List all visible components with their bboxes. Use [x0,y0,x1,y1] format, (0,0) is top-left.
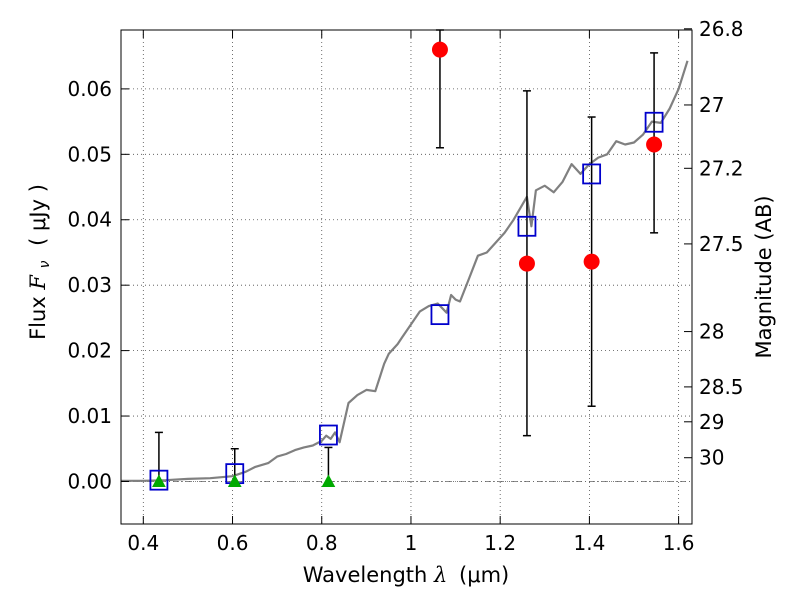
tick-layer [121,28,692,524]
marker-layer [149,41,664,491]
x-axis-label-units: (μm) [459,563,509,587]
mag-tick-label-2: 27.2 [699,156,744,180]
x-tick-label-3: 1 [405,531,418,555]
grid-layer [121,30,692,524]
mag-tick-label-7: 30 [699,446,724,470]
mag-tick-label-6: 29 [699,410,724,434]
x-tick-label-0: 0.4 [127,531,159,555]
y2-axis-label: Magnitude (AB) [752,195,776,358]
y-tick-label-4: 0.04 [67,208,112,232]
upper-limit-point-0 [152,474,166,487]
y-tick-label-3: 0.03 [67,273,112,297]
model-band-point-4 [517,215,537,237]
mag-tick-label-4: 28 [699,320,724,344]
y-tick-label-1: 0.01 [67,404,112,428]
y-axis-label-symbol: F [26,274,50,291]
observed-point-2 [583,253,600,270]
y-axis-label-prefix: Flux [26,290,50,340]
tick-label-layer: 0.4 0.6 0.8 1 1.2 1.4 1.6 0.00 0.01 0.02 0.03 0.04 0… [67,17,743,555]
x-tick-label-4: 1.2 [484,531,516,555]
x-tick-label-1: 0.6 [217,531,249,555]
y-axis-label-units: ( μJy ) [26,184,50,246]
y-axis-label-subscript: ν [37,260,53,268]
observed-point-3 [646,136,663,153]
error-bar-layer [154,29,659,482]
x-tick-label-6: 1.6 [663,531,695,555]
model-band-point-0 [149,469,169,491]
mag-tick-label-0: 26.8 [699,17,744,41]
x-tick-label-2: 0.8 [306,531,338,555]
x-axis-label: Wavelength λ (μm) [303,563,509,587]
model-band-point-6 [644,111,664,133]
model-spectrum-layer [121,60,689,482]
upper-limit-point-2 [321,474,336,487]
upper-limit-point-1 [227,474,242,487]
model-band-point-3 [430,304,450,326]
model-band-point-5 [582,163,602,185]
plot-frame [120,29,693,525]
x-axis-label-prefix: Wavelength [303,563,434,587]
observed-point-0 [431,41,448,58]
x-tick-label-5: 1.4 [573,531,605,555]
observed-point-1 [518,255,535,272]
y-tick-label-5: 0.05 [67,142,112,166]
y-axis-label: Flux F ν ( μJy ) [26,184,54,340]
mag-tick-label-1: 27 [699,93,724,117]
x-axis-label-symbol: λ [433,563,447,587]
mag-tick-label-5: 28.5 [699,375,744,399]
model-spectrum-line [121,60,689,482]
y-tick-label-6: 0.06 [67,77,112,101]
y-tick-label-2: 0.02 [67,339,112,363]
y-tick-label-0: 0.00 [67,469,112,493]
mag-tick-label-3: 27.5 [699,232,744,256]
model-band-point-2 [319,424,338,446]
